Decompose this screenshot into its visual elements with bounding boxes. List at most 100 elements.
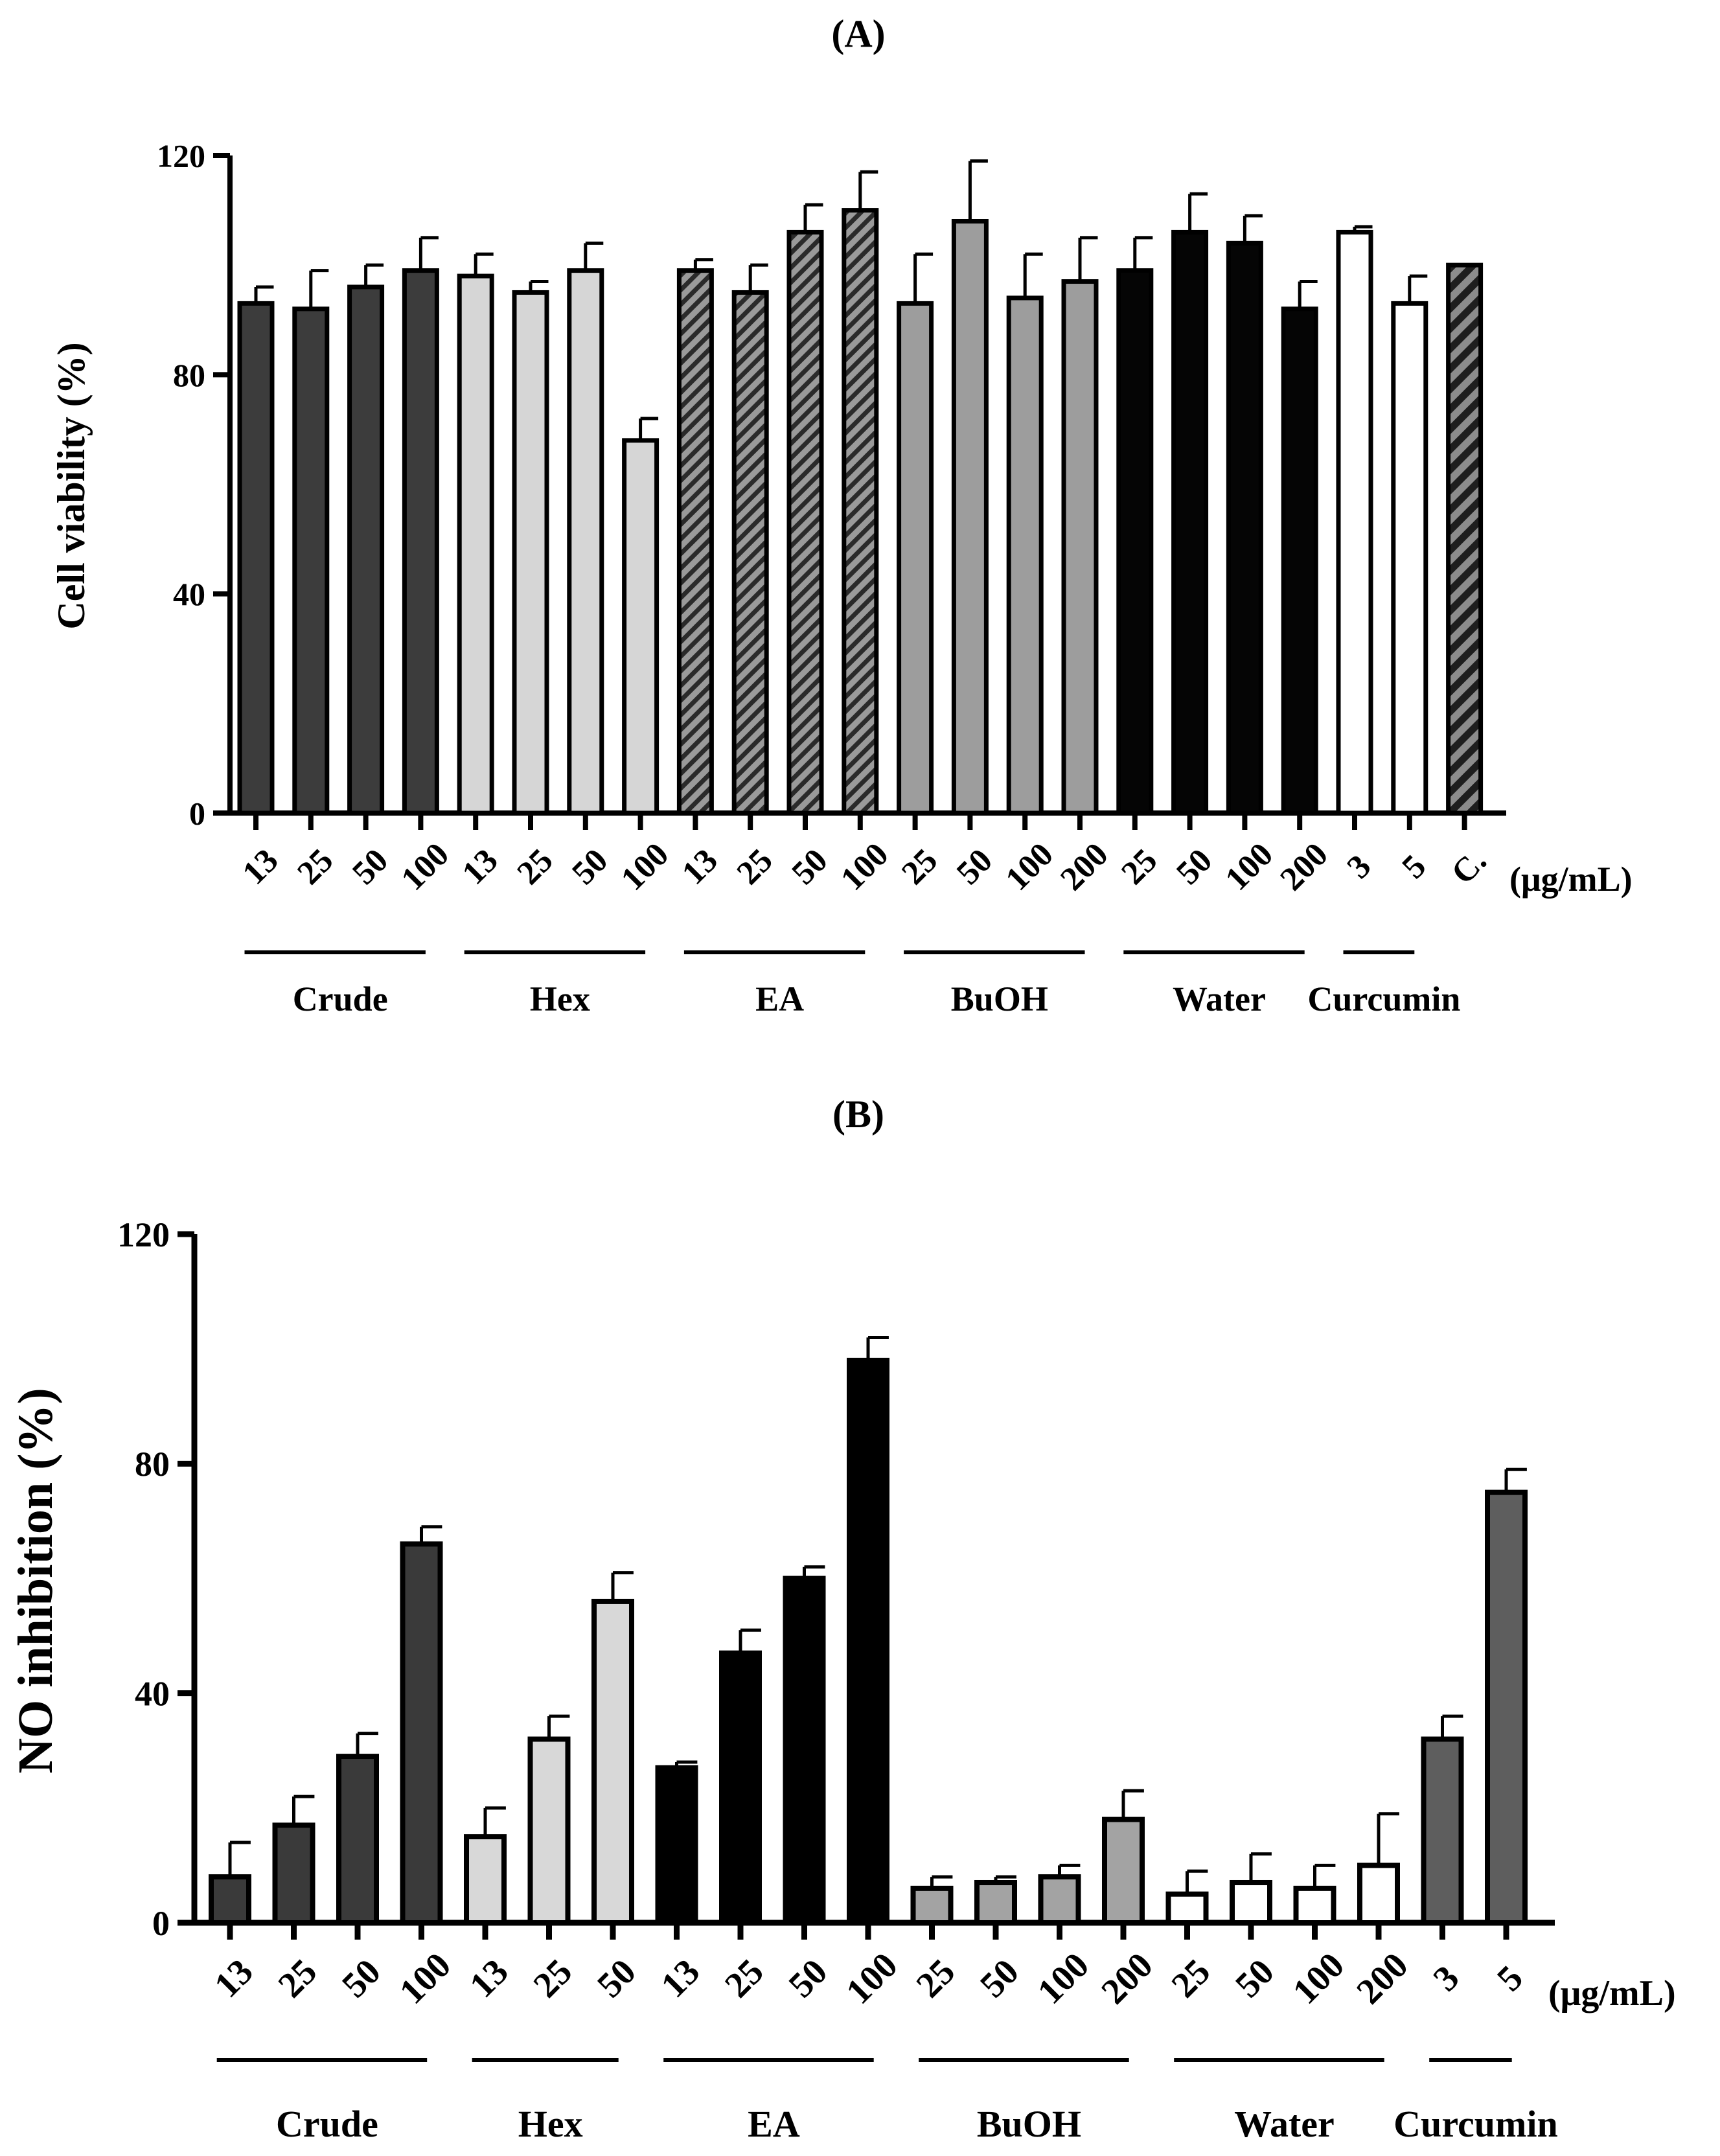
chart-b-bar	[783, 1576, 826, 1925]
chart-a-x-tick-label: 25	[1114, 842, 1164, 892]
chart-b-bar	[847, 1357, 889, 1925]
chart-a-bars	[237, 159, 1484, 830]
chart-a-x-tick-label: 50	[345, 842, 395, 892]
chart-b-group-label: EA	[748, 2103, 800, 2145]
chart-b-x-tick-label: 50	[781, 1951, 835, 2005]
chart-a-x-tick-label: 100	[614, 836, 676, 897]
chart-a-bar	[1391, 301, 1428, 816]
chart-b-bar	[974, 1879, 1017, 1926]
chart-a-bar	[676, 268, 714, 816]
chart-a-bar	[842, 208, 879, 816]
chart-b-bar	[209, 1874, 251, 1925]
chart-b-y-axis-label: NO inhibition (%)	[8, 1388, 63, 1773]
chart-b-x-tick-label: 25	[909, 1951, 963, 2005]
chart-b-bar	[910, 1885, 954, 1926]
chart-b-x-tick-label: 50	[590, 1951, 643, 2005]
chart-b-x-tick-label: 50	[334, 1951, 388, 2005]
chart-a-x-tick-label: C.	[1445, 842, 1494, 891]
chart-a-bar	[897, 301, 934, 816]
chart-b-y-tick-label: 40	[135, 1675, 170, 1714]
chart-a-bar	[1061, 279, 1099, 816]
chart-b-bar	[1230, 1879, 1272, 1926]
chart-a-bar	[1171, 229, 1209, 816]
chart-b-x-tick-label: 100	[1030, 1945, 1097, 2012]
chart-a-y-ticks: 0 40 80 120	[157, 138, 230, 832]
chart-a-group-label: Hex	[530, 980, 590, 1018]
chart-b-bar	[1293, 1885, 1336, 1926]
chart-a-group-label: Water	[1173, 980, 1266, 1018]
chart-b-y-tick-label: 80	[135, 1445, 170, 1484]
chart-a-group-label: EA	[755, 980, 804, 1018]
chart-a-bar	[1336, 229, 1373, 816]
chart-a-bar	[1006, 295, 1044, 816]
chart-b-bar	[336, 1754, 379, 1926]
chart-a-y-tick-label: 80	[173, 357, 205, 393]
chart-b-group-label: BuOH	[977, 2103, 1081, 2145]
chart-a-group-label: Crude	[293, 980, 388, 1018]
chart-a-x-tick-label: 100	[834, 836, 895, 897]
chart-b-x-tick-label: 100	[392, 1945, 459, 2012]
chart-a-x-tick-label: 25	[895, 842, 945, 892]
chart-b-bar	[272, 1822, 315, 1926]
chart-a-x-tick-label: 25	[510, 842, 560, 892]
chart-a-x-tick-label: 100	[395, 836, 456, 897]
chart-a-x-tick-label: 100	[999, 836, 1061, 897]
chart-b-x-tick-label: 200	[1094, 1945, 1160, 2012]
chart-a-x-tick-label: 3	[1340, 848, 1379, 886]
chart-b-group-labels: Crude Hex EA BuOH Water Curcumin	[216, 2058, 1558, 2145]
chart-a-y-axis-label: Cell viability (%)	[50, 342, 93, 629]
chart-a-x-tick-label: 50	[565, 842, 615, 892]
chart-a-y-tick-label: 40	[173, 576, 205, 612]
chart-b-x-tick-label: 13	[462, 1951, 516, 2005]
chart-a-bar	[292, 306, 330, 816]
chart-a-y-tick-label: 120	[157, 138, 205, 174]
chart-b-y-ticks: 0 40 80 120	[117, 1215, 194, 1943]
chart-b-x-tick-label: 25	[271, 1951, 325, 2005]
chart-b-bar	[464, 1834, 507, 1925]
chart-a-x-tick-label: 200	[1274, 836, 1335, 897]
chart-b-bar	[591, 1598, 634, 1926]
chart-b-x-tick-label: 50	[1228, 1951, 1281, 2005]
chart-a-x-tick-label: 100	[1219, 836, 1280, 897]
chart-a-bar	[1446, 262, 1484, 816]
chart-a-group-labels: Crude Hex EA BuOH Water Curcumin	[244, 950, 1460, 1018]
chart-a-x-tick-label: 50	[1169, 842, 1219, 892]
chart-a-bar	[731, 290, 769, 816]
chart-a-x-tick-label: 50	[785, 842, 835, 892]
chart-b-x-tick-label: 50	[972, 1951, 1026, 2005]
chart-b-group-label: Curcumin	[1393, 2103, 1558, 2145]
chart-b-group-label: Water	[1234, 2103, 1335, 2145]
chart-b-bar	[527, 1736, 571, 1926]
chart-b-bar	[1102, 1817, 1145, 1926]
chart-a-group-label: BuOH	[951, 980, 1048, 1018]
chart-a-bar	[1281, 306, 1318, 816]
chart-b-x-tick-label: 200	[1349, 1945, 1416, 2012]
chart-a-bar	[457, 273, 494, 816]
chart-b-bars	[209, 1335, 1528, 1940]
chart-a-x-tick-label: 200	[1053, 836, 1115, 897]
chart-b-bar	[1038, 1874, 1081, 1925]
chart-b-unit-label: (μg/mL)	[1548, 1973, 1676, 2013]
chart-b-x-tick-label: 100	[838, 1945, 905, 2012]
chart-b-x-tick-label: 25	[717, 1951, 771, 2005]
chart-a-bar	[237, 301, 275, 816]
chart-b-x-tick-label: 3	[1426, 1958, 1467, 1999]
chart-a-bar	[1226, 240, 1263, 816]
chart-b-x-tick-label: 100	[1285, 1945, 1352, 2012]
chart-a-x-tick-label: 13	[455, 842, 505, 892]
chart-b-group-label: Crude	[276, 2103, 378, 2145]
chart-b-y-tick-label: 0	[152, 1904, 170, 1943]
chart-a-y-tick-label: 0	[189, 796, 205, 832]
chart-a-x-tick-label: 13	[675, 842, 725, 892]
chart-a-x-tick-label: 13	[236, 842, 286, 892]
chart-a-x-tick-label: 25	[730, 842, 780, 892]
chart-a-x-tick-label: 25	[290, 842, 340, 892]
chart-b-bar	[1165, 1891, 1209, 1925]
chart-a-bar	[347, 284, 385, 816]
chart-b-bar	[1485, 1489, 1528, 1925]
chart-a-bar	[622, 438, 659, 816]
